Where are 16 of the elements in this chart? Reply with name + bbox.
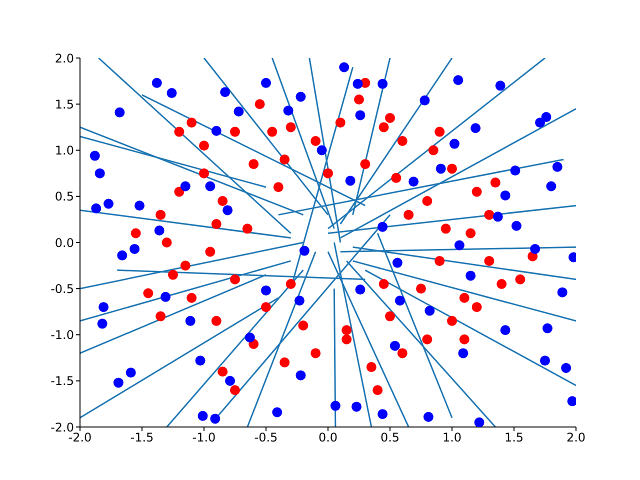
x-tick-label: -0.5 [254, 430, 278, 445]
x-tick-label: -1.5 [130, 430, 154, 445]
y-tick-label: -0.5 [50, 282, 74, 296]
x-tick-label: 2.0 [566, 430, 586, 445]
y-tick-label: 0.0 [54, 236, 74, 250]
y-tick-label: -1.0 [50, 328, 74, 342]
x-tick-label: 1.0 [442, 430, 462, 445]
x-tick-label: 1.5 [504, 430, 524, 445]
x-tick-label: -1.0 [192, 430, 216, 445]
y-tick-label: 1.0 [54, 144, 74, 158]
y-tick-label: 0.5 [54, 190, 74, 204]
x-tick-label: 0.0 [318, 430, 338, 445]
y-tick-label: 2.0 [54, 51, 74, 66]
y-tick-label: 1.5 [54, 97, 74, 112]
x-tick-label: 0.5 [380, 430, 400, 445]
y-tick-label: -1.5 [50, 374, 74, 388]
